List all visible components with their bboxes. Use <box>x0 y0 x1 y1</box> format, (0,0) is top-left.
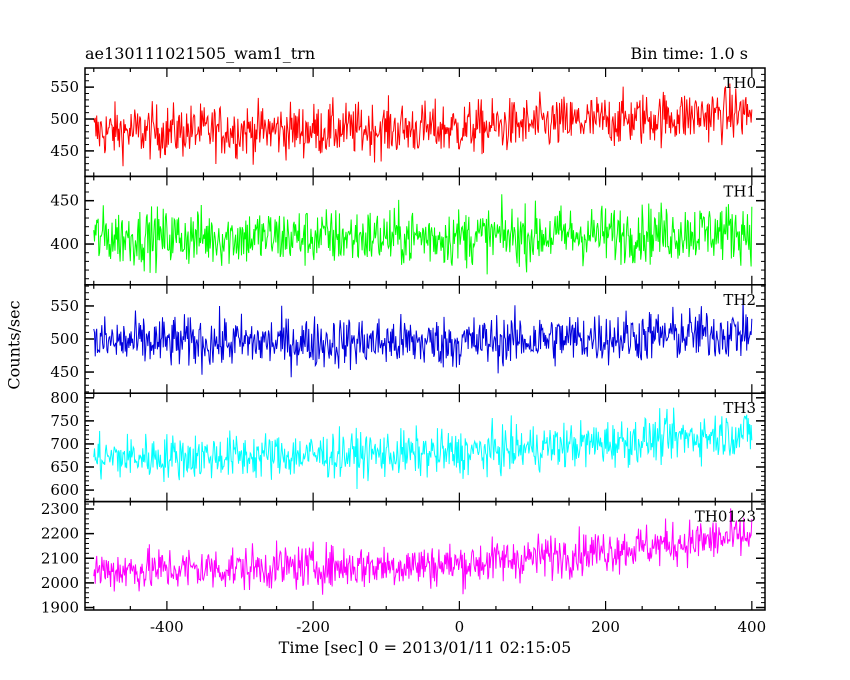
y-tick-label: 600 <box>50 481 79 499</box>
y-tick-label: 650 <box>50 458 79 476</box>
y-tick-label: 2000 <box>41 574 79 592</box>
y-tick-label: 2200 <box>41 525 79 543</box>
y-tick-label: 700 <box>50 435 79 453</box>
y-tick-label: 450 <box>50 142 79 160</box>
y-tick-label: 450 <box>50 363 79 381</box>
y-tick-label: 400 <box>50 235 79 253</box>
y-tick-label: 2100 <box>41 549 79 567</box>
y-tick-label: 1900 <box>41 599 79 617</box>
x-tick-label: 200 <box>591 618 620 636</box>
y-tick-label: 550 <box>50 297 79 315</box>
x-tick-label: -200 <box>296 618 330 636</box>
bin-time-label: Bin time: 1.0 s <box>630 44 748 63</box>
series-line-th0123 <box>93 508 753 595</box>
panel-frame-th0123 <box>84 500 766 611</box>
panel-label-th1: TH1 <box>723 182 756 200</box>
series-line-th2 <box>93 298 753 378</box>
series-line-th3 <box>93 407 753 489</box>
series-line-th0 <box>93 83 753 167</box>
y-tick-label: 500 <box>50 110 79 128</box>
panel-label-th2: TH2 <box>723 291 756 309</box>
plot-title: ae130111021505_wam1_trn <box>85 44 316 63</box>
series-line-th1 <box>93 194 753 275</box>
x-tick-label: 400 <box>738 618 767 636</box>
y-tick-label: 500 <box>50 330 79 348</box>
y-tick-label: 750 <box>50 412 79 430</box>
y-tick-label: 800 <box>50 389 79 407</box>
y-tick-label: 450 <box>50 192 79 210</box>
x-axis-label: Time [sec] 0 = 2013/01/11 02:15:05 <box>278 638 572 657</box>
y-tick-label: 550 <box>50 78 79 96</box>
panel-label-th0123: TH0123 <box>695 508 756 526</box>
y-tick-label: 2300 <box>41 500 79 518</box>
x-tick-label: 0 <box>455 618 465 636</box>
panel-label-th3: TH3 <box>723 399 756 417</box>
x-tick-label: -400 <box>150 618 184 636</box>
panel-label-th0: TH0 <box>723 74 756 92</box>
